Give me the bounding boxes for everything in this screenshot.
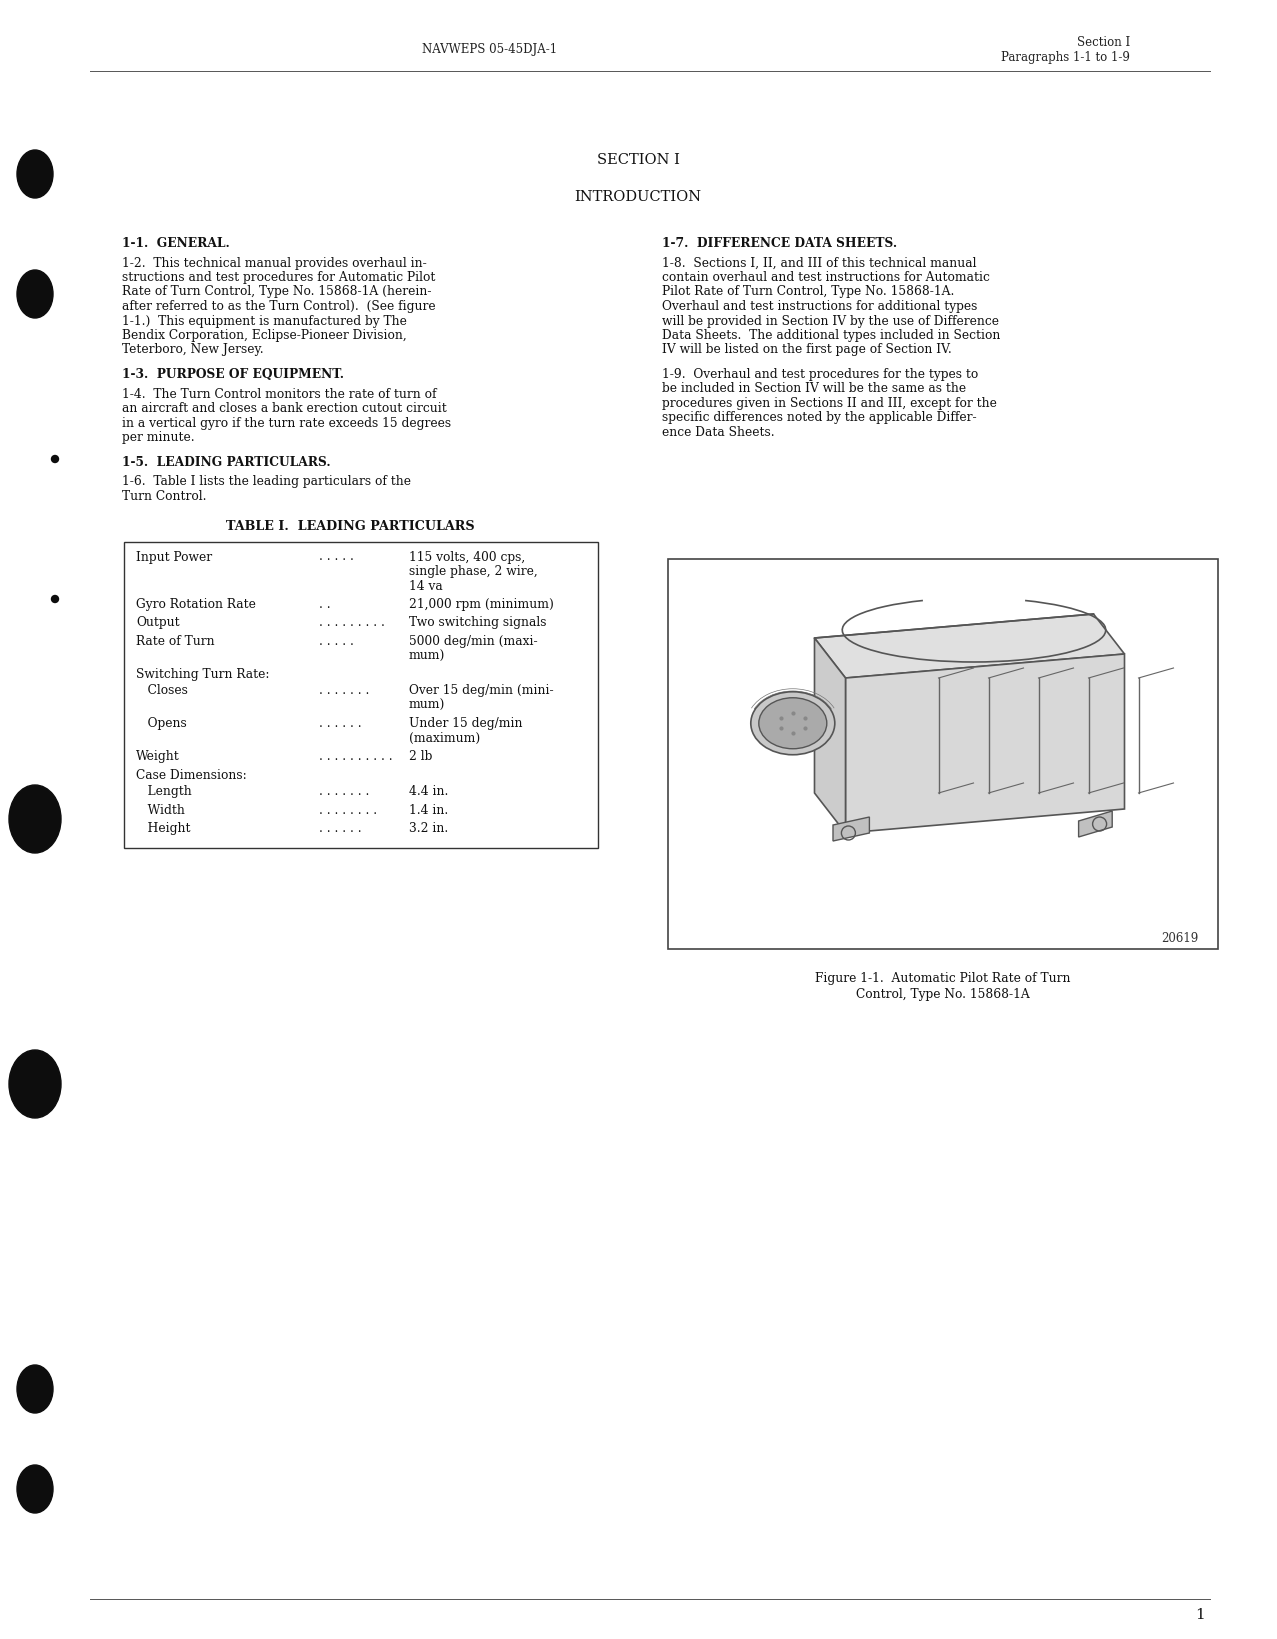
Text: . . . . . . .: . . . . . . .	[319, 785, 369, 798]
Text: Closes: Closes	[135, 683, 188, 697]
Text: mum): mum)	[409, 698, 446, 711]
Text: 2 lb: 2 lb	[409, 751, 433, 764]
Text: . . . . .: . . . . .	[319, 634, 354, 647]
Text: Over 15 deg/min (mini-: Over 15 deg/min (mini-	[409, 683, 554, 697]
Text: . . . . . . . . .: . . . . . . . . .	[319, 616, 384, 629]
Text: . .: . .	[319, 598, 331, 611]
Text: Under 15 deg/min: Under 15 deg/min	[409, 718, 522, 729]
Text: contain overhaul and test instructions for Automatic: contain overhaul and test instructions f…	[661, 270, 990, 284]
Text: Two switching signals: Two switching signals	[409, 616, 547, 629]
Ellipse shape	[9, 785, 61, 854]
Text: Pilot Rate of Turn Control, Type No. 15868-1A.: Pilot Rate of Turn Control, Type No. 158…	[661, 285, 954, 298]
Ellipse shape	[51, 597, 59, 603]
Text: 20619: 20619	[1161, 931, 1198, 944]
Text: 1-1.)  This equipment is manufactured by The: 1-1.) This equipment is manufactured by …	[123, 315, 407, 328]
Text: per minute.: per minute.	[123, 431, 194, 444]
Text: IV will be listed on the first page of Section IV.: IV will be listed on the first page of S…	[661, 343, 951, 356]
Text: ence Data Sheets.: ence Data Sheets.	[661, 426, 775, 439]
Text: Figure 1-1.  Automatic Pilot Rate of Turn: Figure 1-1. Automatic Pilot Rate of Turn	[815, 972, 1070, 985]
Text: single phase, 2 wire,: single phase, 2 wire,	[409, 565, 538, 577]
Text: . . . . . .: . . . . . .	[319, 823, 361, 834]
Text: 1-6.  Table I lists the leading particulars of the: 1-6. Table I lists the leading particula…	[123, 475, 411, 488]
Ellipse shape	[17, 1465, 54, 1513]
Ellipse shape	[9, 1051, 61, 1118]
Text: 1-7.  DIFFERENCE DATA SHEETS.: 1-7. DIFFERENCE DATA SHEETS.	[661, 238, 898, 249]
Text: Control, Type No. 15868-1A: Control, Type No. 15868-1A	[856, 988, 1029, 1001]
Text: NAVWEPS 05-45DJA-1: NAVWEPS 05-45DJA-1	[423, 44, 558, 56]
Text: INTRODUCTION: INTRODUCTION	[575, 190, 701, 203]
Ellipse shape	[17, 270, 54, 320]
Polygon shape	[815, 615, 1125, 679]
Text: Height: Height	[135, 823, 190, 834]
Polygon shape	[815, 639, 845, 834]
Text: 21,000 rpm (minimum): 21,000 rpm (minimum)	[409, 598, 554, 611]
Text: Rate of Turn Control, Type No. 15868-1A (herein-: Rate of Turn Control, Type No. 15868-1A …	[123, 285, 432, 298]
Text: 1-1.  GENERAL.: 1-1. GENERAL.	[123, 238, 230, 249]
Ellipse shape	[51, 456, 59, 464]
Text: . . . . .: . . . . .	[319, 551, 354, 564]
Text: TABLE I.  LEADING PARTICULARS: TABLE I. LEADING PARTICULARS	[226, 520, 474, 533]
Text: (maximum): (maximum)	[409, 731, 480, 744]
Text: in a vertical gyro if the turn rate exceeds 15 degrees: in a vertical gyro if the turn rate exce…	[123, 416, 451, 429]
Text: 1: 1	[1195, 1606, 1205, 1621]
Text: Bendix Corporation, Eclipse-Pioneer Division,: Bendix Corporation, Eclipse-Pioneer Divi…	[123, 329, 407, 343]
Text: 5000 deg/min (maxi-: 5000 deg/min (maxi-	[409, 634, 538, 647]
Text: 1-5.  LEADING PARTICULARS.: 1-5. LEADING PARTICULARS.	[123, 456, 331, 469]
Ellipse shape	[759, 698, 826, 749]
Text: Turn Control.: Turn Control.	[123, 488, 207, 502]
Text: will be provided in Section IV by the use of Difference: will be provided in Section IV by the us…	[661, 315, 999, 328]
Text: procedures given in Sections II and III, except for the: procedures given in Sections II and III,…	[661, 397, 997, 410]
Text: 1-9.  Overhaul and test procedures for the types to: 1-9. Overhaul and test procedures for th…	[661, 367, 978, 380]
Text: structions and test procedures for Automatic Pilot: structions and test procedures for Autom…	[123, 270, 435, 284]
Text: 14 va: 14 va	[409, 579, 443, 592]
Text: 4.4 in.: 4.4 in.	[409, 785, 448, 798]
Text: . . . . . .: . . . . . .	[319, 718, 361, 729]
Text: Weight: Weight	[135, 751, 180, 764]
Text: 1.4 in.: 1.4 in.	[409, 803, 448, 816]
Text: 1-2.  This technical manual provides overhaul in-: 1-2. This technical manual provides over…	[123, 256, 427, 269]
Text: Input Power: Input Power	[135, 551, 212, 564]
Text: SECTION I: SECTION I	[596, 152, 679, 167]
Text: after referred to as the Turn Control).  (See figure: after referred to as the Turn Control). …	[123, 300, 435, 313]
Text: Teterboro, New Jersey.: Teterboro, New Jersey.	[123, 343, 263, 356]
Text: Case Dimensions:: Case Dimensions:	[135, 769, 246, 782]
Ellipse shape	[751, 692, 835, 756]
Polygon shape	[833, 818, 870, 841]
Text: Data Sheets.  The additional types included in Section: Data Sheets. The additional types includ…	[661, 329, 1000, 343]
Text: Overhaul and test instructions for additional types: Overhaul and test instructions for addit…	[661, 300, 977, 313]
Bar	[668, 559, 1218, 949]
Text: mum): mum)	[409, 649, 446, 662]
Text: Opens: Opens	[135, 718, 186, 729]
Text: specific differences noted by the applicable Differ-: specific differences noted by the applic…	[661, 411, 977, 425]
Ellipse shape	[17, 1365, 54, 1413]
Text: be included in Section IV will be the same as the: be included in Section IV will be the sa…	[661, 382, 967, 395]
Text: Switching Turn Rate:: Switching Turn Rate:	[135, 667, 269, 680]
Text: Rate of Turn: Rate of Turn	[135, 634, 215, 647]
Text: Paragraphs 1-1 to 1-9: Paragraphs 1-1 to 1-9	[1001, 51, 1130, 64]
Polygon shape	[1079, 811, 1112, 838]
Polygon shape	[845, 654, 1125, 834]
Text: 115 volts, 400 cps,: 115 volts, 400 cps,	[409, 551, 525, 564]
Text: . . . . . . . . . .: . . . . . . . . . .	[319, 751, 392, 764]
Text: 3.2 in.: 3.2 in.	[409, 823, 448, 834]
Text: Output: Output	[135, 616, 180, 629]
Text: an aircraft and closes a bank erection cutout circuit: an aircraft and closes a bank erection c…	[123, 402, 447, 415]
Text: Gyro Rotation Rate: Gyro Rotation Rate	[135, 598, 255, 611]
Text: . . . . . . . .: . . . . . . . .	[319, 803, 377, 816]
Text: . . . . . . .: . . . . . . .	[319, 683, 369, 697]
Bar	[124, 543, 598, 849]
Text: 1-4.  The Turn Control monitors the rate of turn of: 1-4. The Turn Control monitors the rate …	[123, 387, 437, 400]
Text: Width: Width	[135, 803, 185, 816]
Text: Section I: Section I	[1077, 36, 1130, 49]
Text: 1-3.  PURPOSE OF EQUIPMENT.: 1-3. PURPOSE OF EQUIPMENT.	[123, 367, 344, 380]
Text: 1-8.  Sections I, II, and III of this technical manual: 1-8. Sections I, II, and III of this tec…	[661, 256, 977, 269]
Text: Length: Length	[135, 785, 192, 798]
Ellipse shape	[17, 151, 54, 198]
